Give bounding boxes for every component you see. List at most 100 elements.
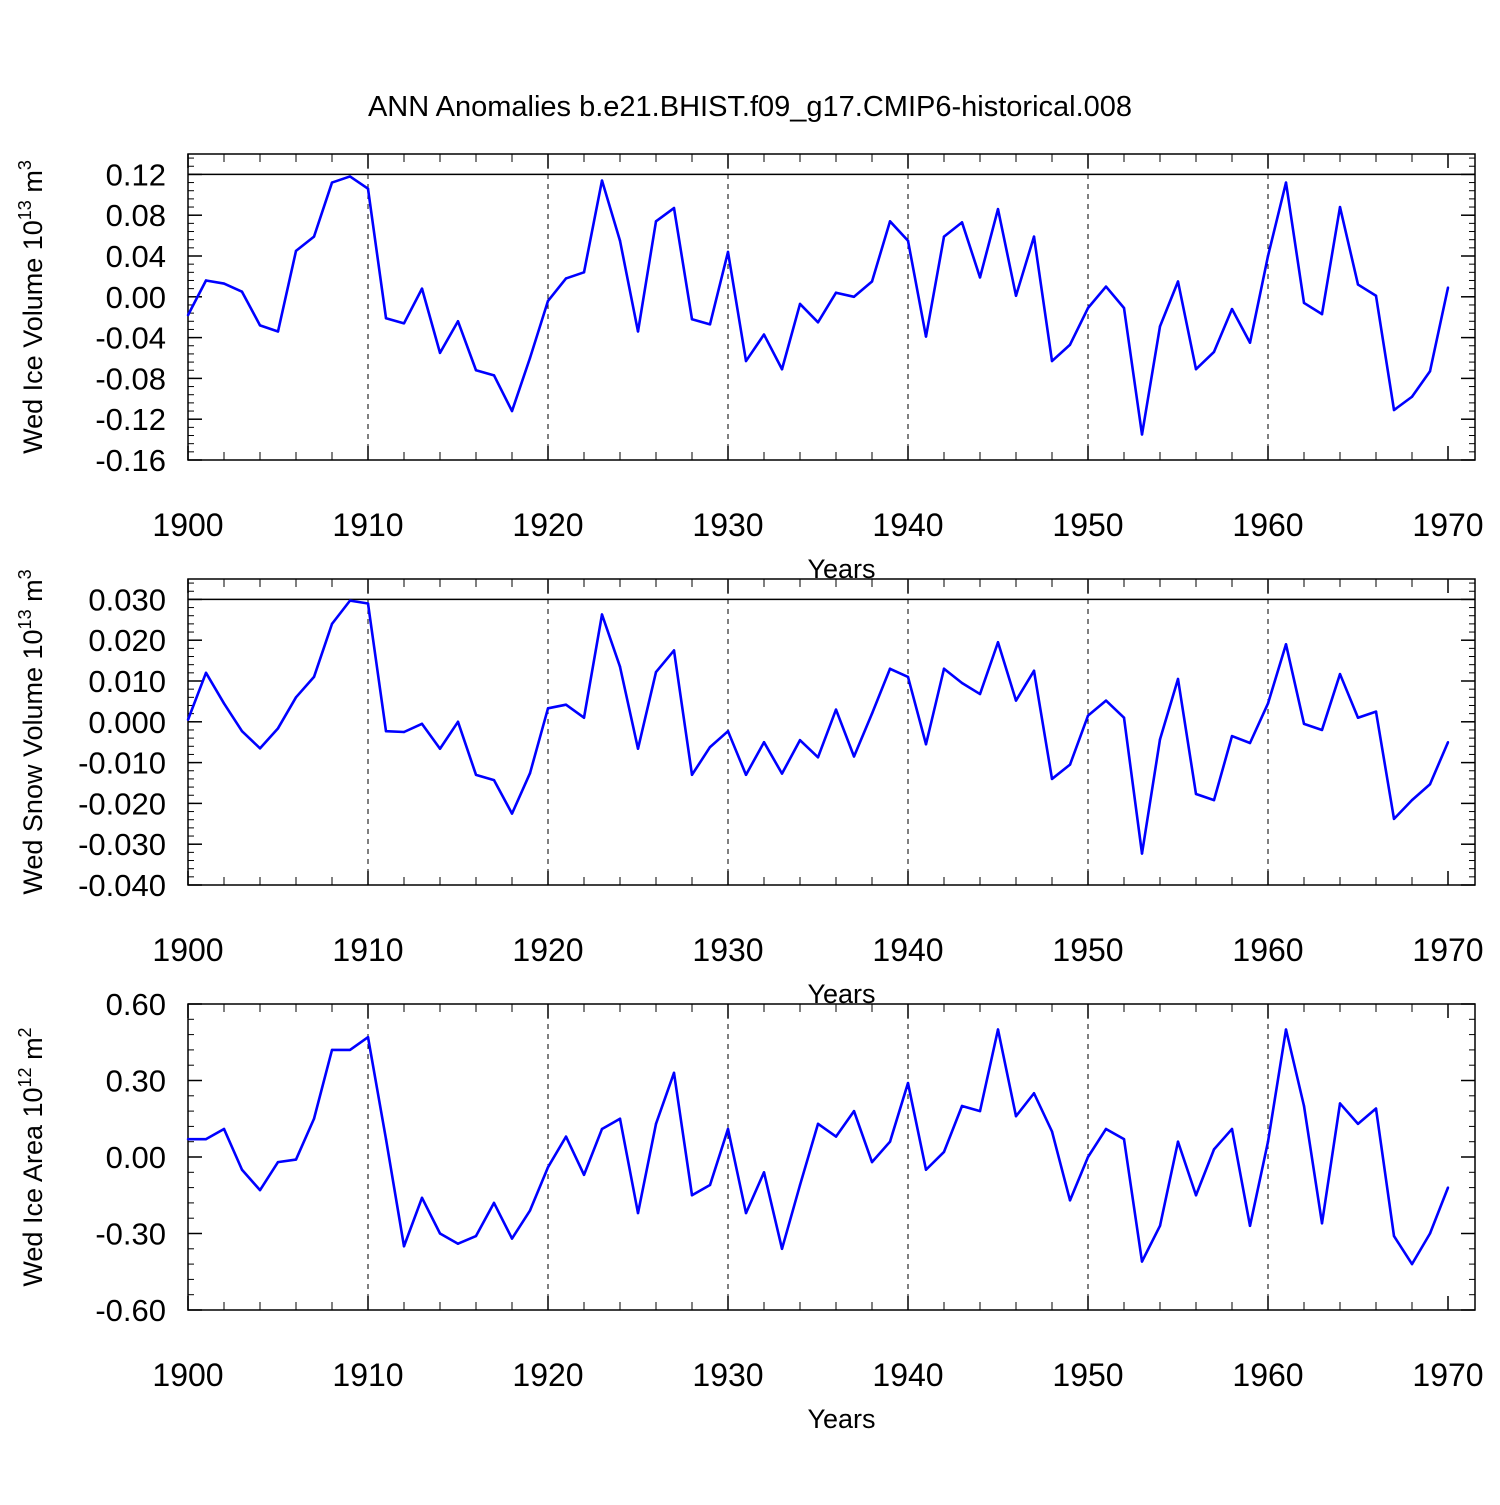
data-point	[1356, 716, 1360, 719]
panel-3: 1900 1910 1920 1930 1940 1950 1960 1970 -0.60 -0.…	[15, 987, 1484, 1434]
data-point	[1374, 710, 1378, 713]
data-point	[708, 323, 712, 326]
data-point	[906, 675, 910, 679]
data-point	[1212, 798, 1216, 802]
x-tick-label: 1930	[692, 932, 763, 968]
series-line	[186, 175, 1450, 436]
data-point	[1374, 294, 1378, 297]
data-point	[1230, 1127, 1234, 1131]
data-point	[258, 1188, 262, 1192]
y-axis-label: Wed Ice Volume 1013 m3	[15, 160, 48, 454]
data-point	[798, 738, 802, 742]
data-point	[276, 727, 280, 730]
data-point	[960, 221, 964, 224]
data-point	[1410, 395, 1414, 398]
y-tick-label: -0.04	[95, 321, 166, 356]
data-point	[942, 235, 946, 238]
data-point	[690, 773, 694, 777]
y-axis-label-part: 12	[15, 1067, 35, 1087]
data-point	[240, 1168, 244, 1171]
data-point	[528, 356, 532, 360]
data-point	[1392, 1234, 1396, 1238]
data-point	[852, 1109, 856, 1113]
data-point	[294, 696, 298, 699]
data-point	[654, 1122, 658, 1126]
data-point	[1356, 1122, 1360, 1126]
data-point	[312, 235, 316, 238]
data-point	[1068, 343, 1072, 346]
data-point	[222, 1127, 226, 1131]
data-point	[546, 299, 550, 303]
data-point	[1302, 1104, 1306, 1108]
data-point	[834, 708, 838, 711]
data-point	[348, 1048, 352, 1052]
data-point	[1302, 301, 1306, 305]
data-point	[1176, 1140, 1180, 1143]
data-point	[456, 1242, 460, 1245]
data-point	[492, 778, 496, 782]
data-point	[1410, 798, 1414, 802]
data-point	[366, 602, 370, 605]
data-point	[834, 291, 838, 294]
x-tick-label: 1960	[1232, 507, 1303, 543]
y-tick-label: -0.12	[95, 402, 166, 437]
data-point	[1068, 763, 1072, 766]
data-point	[1158, 1224, 1162, 1228]
y-axis-label-part: 3	[15, 569, 35, 579]
data-point	[636, 1211, 640, 1215]
data-point	[906, 239, 910, 242]
data-point	[240, 290, 244, 293]
y-tick-label: 0.04	[106, 239, 166, 274]
data-point	[1338, 672, 1342, 676]
data-point	[402, 1245, 406, 1248]
data-point	[420, 722, 424, 726]
data-point	[582, 716, 586, 719]
data-point	[852, 755, 856, 758]
x-tick-label: 1910	[332, 932, 403, 968]
data-point	[1194, 368, 1198, 371]
data-point	[762, 1171, 766, 1174]
data-point	[870, 712, 874, 715]
data-point	[816, 756, 820, 759]
y-axis-label-part: Wed Ice Volume 10	[18, 220, 48, 454]
data-point	[366, 1035, 370, 1039]
data-point	[1122, 306, 1126, 310]
data-point	[1284, 1028, 1288, 1031]
data-point	[240, 729, 244, 733]
y-tick-label: -0.040	[78, 868, 166, 903]
x-tick-label: 1920	[512, 932, 583, 968]
x-tick-label: 1970	[1412, 1357, 1483, 1393]
data-point	[1284, 181, 1288, 184]
y-tick-label: -0.08	[95, 361, 166, 396]
data-point	[654, 220, 658, 223]
chart-title: ANN Anomalies b.e21.BHIST.f09_g17.CMIP6-…	[368, 91, 1132, 123]
data-point	[708, 745, 712, 749]
data-point	[816, 1122, 820, 1126]
y-tick-label: 0.00	[106, 280, 166, 315]
data-point	[654, 670, 658, 674]
data-point	[564, 277, 568, 280]
y-axis-label-part: m	[18, 579, 48, 609]
data-point	[1374, 1107, 1378, 1110]
data-point	[618, 1117, 622, 1120]
data-point	[348, 175, 352, 178]
data-point	[564, 703, 568, 706]
x-tick-label: 1920	[512, 507, 583, 543]
data-point	[1158, 325, 1162, 328]
data-point	[1176, 677, 1180, 681]
data-point	[726, 250, 730, 254]
data-point	[456, 720, 460, 723]
data-point	[942, 667, 946, 670]
data-point	[1446, 286, 1450, 289]
data-point	[510, 1237, 514, 1240]
data-point	[978, 1109, 982, 1113]
data-point	[438, 351, 442, 355]
data-point	[276, 330, 280, 333]
y-axis-label-part: 2	[15, 1027, 35, 1037]
data-point	[1104, 1127, 1108, 1131]
data-point	[222, 282, 226, 285]
data-point	[330, 181, 334, 184]
data-point	[366, 187, 370, 190]
data-point	[1266, 702, 1270, 705]
